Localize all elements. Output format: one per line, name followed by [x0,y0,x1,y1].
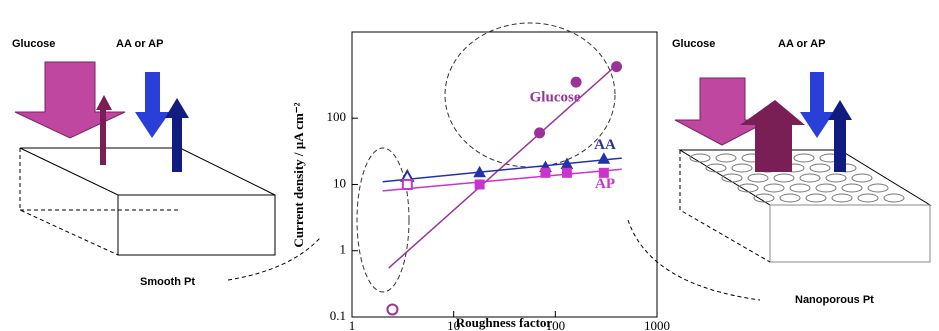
pore [747,173,769,183]
pore [805,193,827,203]
label: Smooth Pt [140,276,195,288]
pore [815,183,837,193]
x-tick-label: 10 [447,318,460,331]
pore [731,163,753,173]
pore [851,173,873,183]
fit-line [382,157,622,183]
pore [689,153,711,163]
fit-line [382,168,622,192]
arrow [800,72,834,138]
point [474,179,485,190]
electrode-edge [679,150,771,263]
connector [227,237,321,281]
pore [793,153,815,163]
pore [753,193,775,203]
x-tick-label: 1 [349,318,356,331]
pore [779,193,801,203]
electrode-top [19,147,276,196]
point [473,165,486,178]
arrow [96,95,112,165]
label: Nanoporous Pt [795,294,874,306]
pore [737,183,759,193]
x-tick-label: 1000 [644,318,670,331]
highlight [356,147,410,293]
arrow [828,100,852,172]
pore [715,153,737,163]
pore [809,163,831,173]
electrode-edge [19,148,119,256]
arrow [674,77,771,146]
electrode-front [117,194,276,256]
point [561,167,572,178]
pore [773,173,795,183]
arrow [14,61,126,139]
series-label: Glucose [530,89,581,105]
pore [789,183,811,193]
point [598,167,609,178]
pore [705,163,727,173]
pore [799,173,821,183]
pore [883,193,905,203]
electrode-front [769,204,931,263]
point [597,152,611,164]
x-axis-label: Roughness factor [456,315,553,330]
pore [867,183,889,193]
y-axis-label: Current density / µA cm⁻² [291,102,306,247]
y-tick-label: 1 [340,242,347,257]
y-tick-label: 10 [333,175,346,190]
label: Glucose [672,38,715,50]
pore [721,173,743,183]
series-label: AA [594,137,616,153]
left-diagram: Glucose AA or AP Smooth Pt [12,38,321,288]
point [534,127,546,139]
electrode-top [678,149,932,206]
point [570,76,582,88]
arrow [135,72,170,138]
label: Glucose [12,38,55,50]
pore [831,193,853,203]
pore [763,183,785,193]
arrow [740,100,805,172]
label: AA or AP [116,38,163,50]
point [540,167,551,178]
arrow [165,98,189,172]
fit-line [388,61,621,269]
label: AA or AP [778,38,825,50]
y-tick-label: 0.1 [330,308,346,323]
pores [689,153,905,203]
plot-frame [351,31,658,318]
series-label: AP [595,176,615,192]
pore [857,193,879,203]
chart: Roughness factor Current density / µA cm… [291,22,670,331]
pore [825,173,847,183]
point [386,303,399,316]
connector [627,219,761,301]
x-tick-label: 100 [546,318,566,331]
point [611,61,623,73]
y-tick-label: 100 [327,109,347,124]
pore [841,183,863,193]
point [401,178,413,190]
right-diagram: Glucose AA or AP Nanoporous Pt [627,38,932,306]
